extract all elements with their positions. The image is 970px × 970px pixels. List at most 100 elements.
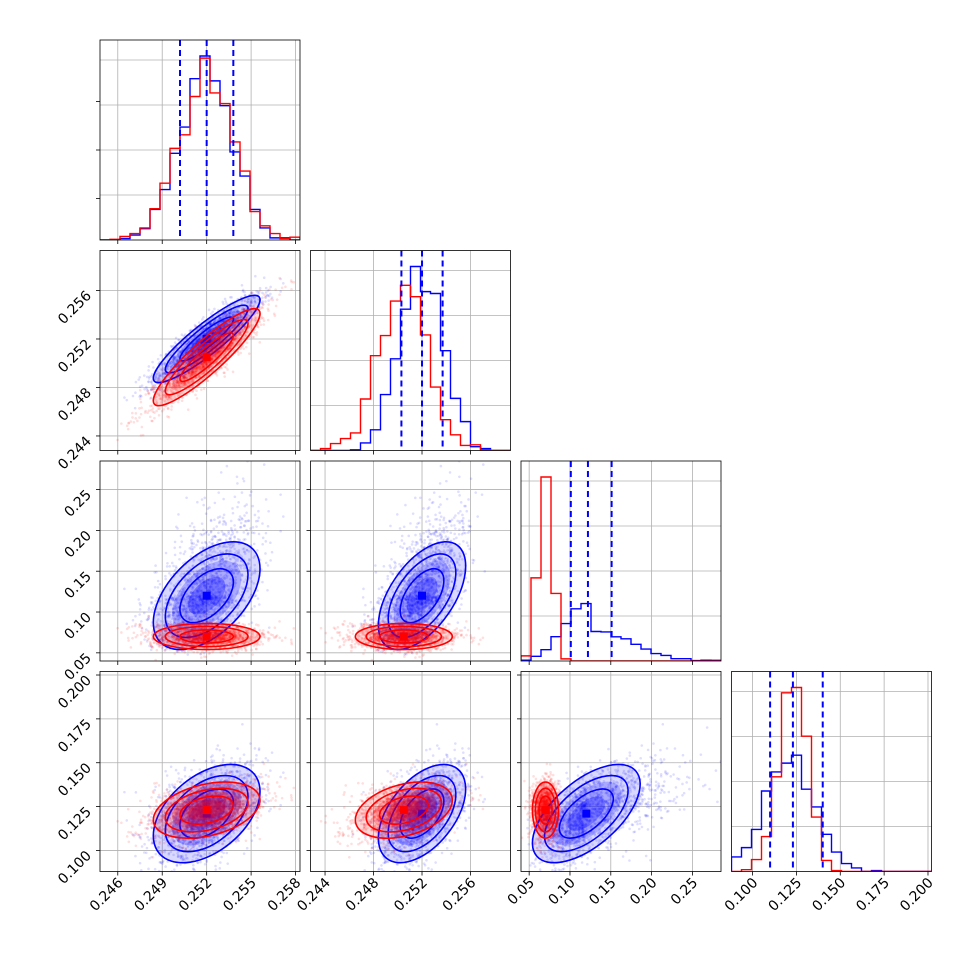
scatter-point-series-0	[140, 384, 144, 387]
scatter-point-series-0	[240, 491, 244, 494]
scatter-point-series-0	[198, 330, 202, 334]
scatter-point-series-1	[172, 385, 175, 388]
scatter-point-series-0	[269, 541, 272, 545]
scatter-point-series-0	[190, 538, 193, 542]
scatter-point-series-0	[241, 315, 244, 319]
scatter-point-series-1	[267, 303, 270, 306]
scatter-point-series-0	[137, 598, 141, 601]
scatter-point-series-0	[261, 522, 264, 525]
scatter-point-series-0	[207, 329, 211, 333]
scatter-point-series-0	[224, 323, 228, 327]
scatter-point-series-1	[132, 420, 136, 424]
scatter-point-series-0	[186, 347, 190, 350]
scatter-point-series-0	[267, 299, 270, 302]
scatter-point-series-0	[242, 531, 246, 534]
scatter-point-series-0	[238, 331, 242, 335]
scatter-point-series-0	[131, 394, 135, 398]
scatter-point-series-0	[221, 516, 225, 520]
scatter-point-series-1	[170, 405, 174, 408]
scatter-point-series-1	[158, 394, 162, 398]
scatter-point-series-0	[257, 532, 261, 536]
scatter-point-series-0	[164, 372, 167, 375]
scatter-point-series-0	[193, 352, 197, 356]
scatter-point-series-0	[253, 297, 257, 300]
scatter-point-series-0	[164, 574, 167, 578]
scatter-point-series-1	[250, 326, 254, 329]
scatter-point-series-1	[116, 438, 119, 442]
scatter-point-series-1	[166, 415, 169, 418]
scatter-point-series-0	[173, 568, 177, 572]
scatter-point-series-0	[243, 520, 247, 523]
scatter-point-series-0	[173, 385, 177, 389]
scatter-point-series-0	[212, 320, 216, 323]
scatter-point-series-1	[180, 399, 184, 403]
scatter-point-series-0	[242, 538, 246, 541]
scatter-point-series-0	[231, 511, 235, 515]
scatter-point-series-0	[264, 531, 268, 535]
scatter-point-series-0	[197, 339, 200, 343]
scatter-point-series-0	[190, 545, 193, 548]
scatter-point-series-0	[240, 316, 243, 319]
scatter-point-series-0	[169, 354, 172, 357]
scatter-point-series-0	[236, 482, 239, 485]
scatter-point-series-0	[246, 300, 250, 304]
scatter-point-series-0	[153, 387, 156, 390]
scatter-point-series-0	[231, 532, 235, 535]
scatter-point-series-0	[202, 528, 205, 532]
scatter-point-series-0	[193, 545, 196, 549]
scatter-point-series-1	[147, 391, 151, 395]
scatter-point-series-0	[138, 602, 142, 605]
scatter-point-series-0	[175, 358, 179, 361]
scatter-point-series-0	[238, 316, 242, 319]
scatter-point-series-0	[179, 361, 183, 364]
scatter-point-series-1	[195, 397, 199, 400]
scatter-point-series-0	[172, 358, 176, 361]
scatter-point-series-0	[151, 596, 154, 600]
scatter-point-series-0	[143, 638, 146, 641]
scatter-point-series-0	[208, 323, 212, 326]
scatter-point-series-1	[275, 298, 279, 301]
scatter-point-series-0	[203, 332, 207, 336]
scatter-point-series-0	[233, 495, 237, 499]
scatter-point-series-1	[140, 406, 143, 410]
scatter-point-series-0	[152, 390, 156, 394]
scatter-point-series-0	[192, 342, 196, 345]
scatter-point-series-0	[227, 311, 230, 315]
scatter-point-series-0	[148, 375, 151, 378]
scatter-point-series-0	[235, 475, 239, 479]
scatter-point-series-0	[269, 292, 272, 296]
scatter-point-series-1	[262, 319, 266, 323]
scatter-point-series-0	[239, 525, 242, 529]
scatter-point-series-0	[211, 541, 214, 545]
scatter-point-series-0	[182, 352, 186, 356]
scatter-point-series-0	[264, 300, 267, 303]
y-tick-label: 0.248	[55, 385, 95, 425]
scatter-point-series-0	[125, 398, 129, 402]
scatter-point-series-0	[170, 365, 174, 368]
scatter-point-series-0	[196, 339, 199, 342]
scatter-point-series-0	[241, 305, 245, 309]
scatter-point-series-0	[249, 490, 253, 494]
scatter-point-series-0	[169, 364, 173, 368]
scatter-point-series-0	[233, 528, 237, 531]
scatter-point-series-1	[253, 332, 257, 335]
scatter-point-series-0	[173, 381, 176, 384]
scatter-point-series-0	[256, 549, 259, 552]
scatter-point-series-1	[141, 631, 145, 635]
scatter-point-series-0	[185, 349, 188, 353]
scatter-point-series-0	[221, 522, 225, 526]
scatter-point-series-0	[230, 312, 234, 316]
scatter-point-series-0	[158, 377, 161, 380]
scatter-point-series-0	[256, 589, 259, 592]
scatter-point-series-0	[222, 513, 226, 517]
scatter-point-series-0	[241, 322, 244, 326]
scatter-point-series-1	[274, 288, 277, 291]
scatter-point-series-1	[144, 409, 147, 413]
scatter-point-series-1	[176, 400, 180, 404]
scatter-point-series-0	[138, 385, 142, 389]
scatter-point-series-0	[217, 491, 221, 494]
scatter-point-series-0	[176, 376, 180, 380]
scatter-point-series-0	[219, 326, 222, 330]
scatter-point-series-0	[158, 582, 162, 586]
